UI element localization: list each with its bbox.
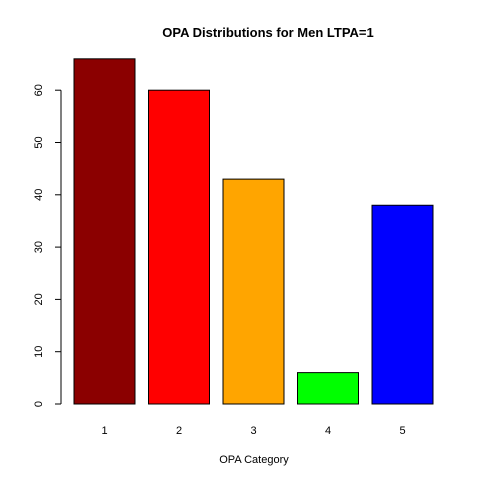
- x-tick-label-5: 5: [399, 425, 405, 437]
- y-tick-label-40: 40: [33, 189, 45, 201]
- y-tick-label-10: 10: [33, 346, 45, 358]
- bar-1: [74, 59, 135, 404]
- bar-3: [223, 179, 284, 404]
- y-tick-label-50: 50: [33, 136, 45, 148]
- y-tick-label-60: 60: [33, 84, 45, 96]
- y-tick-label-20: 20: [33, 293, 45, 305]
- bar-5: [372, 205, 433, 404]
- y-tick-label-0: 0: [33, 401, 45, 407]
- x-tick-label-2: 2: [176, 425, 182, 437]
- x-tick-labels: 1 2 3 4 5: [101, 425, 405, 437]
- x-tick-label-4: 4: [325, 425, 331, 437]
- x-axis-label: OPA Category: [219, 454, 289, 466]
- x-tick-label-3: 3: [250, 425, 256, 437]
- chart-title: OPA Distributions for Men LTPA=1: [162, 25, 374, 40]
- bar-4: [298, 373, 359, 404]
- y-axis: 0 10 20 30 40 50 60: [33, 84, 61, 407]
- x-tick-label-1: 1: [101, 425, 107, 437]
- y-tick-label-30: 30: [33, 241, 45, 253]
- bar-2: [149, 90, 210, 404]
- bars-group: [74, 59, 433, 404]
